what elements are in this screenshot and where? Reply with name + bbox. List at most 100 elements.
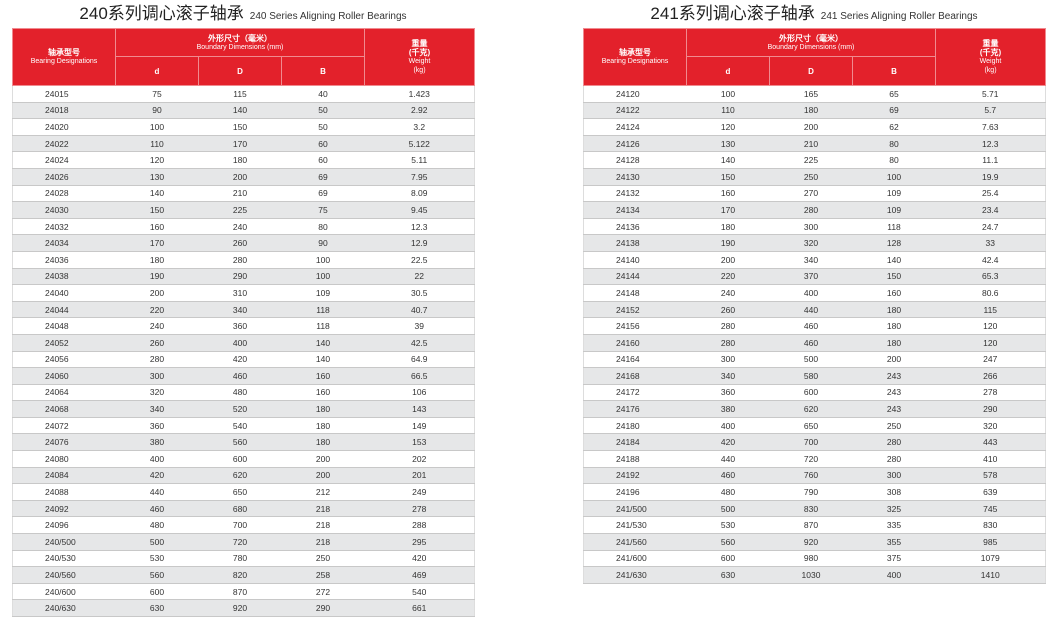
outer-diameter-cell: 225 [198, 201, 282, 219]
table-row: 24024 120 180 60 5.11 [12, 151, 475, 169]
outer-diameter-cell: 580 [769, 367, 853, 385]
weight-cell: 12.3 [935, 135, 1046, 153]
outer-diameter-cell: 560 [198, 433, 282, 452]
designation-cell: 24196 [583, 483, 687, 501]
title-english: 241 Series Aligning Roller Bearings [820, 11, 978, 22]
table-row: 24022 110 170 60 5.122 [12, 135, 475, 153]
width-header: B [852, 56, 936, 86]
inner-diameter-cell: 150 [686, 168, 770, 186]
designation-cell: 24018 [12, 102, 116, 120]
inner-diameter-cell: 260 [115, 334, 199, 352]
designation-cell: 24140 [583, 251, 687, 269]
inner-diameter-cell: 300 [686, 351, 770, 369]
weight-cell: 639 [935, 483, 1046, 501]
table-row: 24120 100 165 65 5.71 [583, 85, 1046, 103]
inner-diameter-cell: 630 [686, 566, 770, 584]
width-cell: 180 [281, 400, 365, 418]
table-row: 24136 180 300 118 24.7 [583, 218, 1046, 236]
weight-cell: 278 [364, 500, 475, 518]
inner-diameter-cell: 220 [115, 301, 199, 319]
inner-diameter-cell: 460 [115, 500, 199, 518]
width-cell: 140 [852, 251, 936, 269]
inner-diameter-cell: 280 [686, 334, 770, 352]
table-row: 24032 160 240 80 12.3 [12, 218, 475, 236]
title-chinese: 241系列调心滚子轴承 [650, 4, 815, 23]
outer-diameter-cell: 700 [769, 433, 853, 452]
bearing-table: 轴承型号 Bearing Designations 外形尺寸（毫米） Boundar… [12, 28, 475, 617]
weight-cell: 249 [364, 483, 475, 501]
weight-cell: 5.122 [364, 135, 475, 153]
outer-diameter-cell: 170 [198, 135, 282, 153]
outer-diameter-cell: 870 [769, 516, 853, 535]
inner-diameter-cell: 200 [115, 284, 199, 302]
width-cell: 69 [281, 185, 365, 203]
weight-cell: 115 [935, 301, 1046, 319]
inner-diameter-cell: 460 [686, 467, 770, 485]
width-cell: 109 [852, 185, 936, 203]
table-row: 24036 180 280 100 22.5 [12, 251, 475, 269]
weight-cell: 295 [364, 533, 475, 551]
outer-diameter-cell: 210 [769, 135, 853, 153]
width-cell: 109 [852, 201, 936, 219]
weight-cell: 1079 [935, 550, 1046, 568]
inner-diameter-cell: 190 [686, 234, 770, 252]
table-row: 24064 320 480 160 106 [12, 384, 475, 402]
outer-diameter-cell: 700 [198, 516, 282, 535]
width-cell: 109 [281, 284, 365, 302]
designation-cell: 240/600 [12, 583, 116, 601]
width-cell: 60 [281, 151, 365, 169]
table-row: 24056 280 420 140 64.9 [12, 351, 475, 369]
outer-diameter-cell: 165 [769, 85, 853, 103]
width-cell: 40 [281, 85, 365, 103]
outer-diameter-cell: 540 [198, 417, 282, 435]
weight-cell: 80.6 [935, 284, 1046, 302]
inner-diameter-cell: 340 [686, 367, 770, 385]
outer-diameter-cell: 720 [769, 450, 853, 468]
table-row: 24192 460 760 300 578 [583, 467, 1046, 485]
inner-diameter-cell: 160 [686, 185, 770, 203]
width-cell: 118 [281, 301, 365, 319]
inner-diameter-cell: 75 [115, 85, 199, 103]
designation-cell: 24130 [583, 168, 687, 186]
designation-cell: 24096 [12, 516, 116, 535]
inner-diameter-header: d [115, 56, 199, 86]
width-cell: 280 [852, 433, 936, 452]
table-row: 24034 170 260 90 12.9 [12, 234, 475, 252]
weight-cell: 745 [935, 500, 1046, 518]
designation-cell: 24176 [583, 400, 687, 418]
outer-diameter-cell: 920 [198, 599, 282, 617]
designation-cell: 24048 [12, 317, 116, 335]
designation-cell: 240/530 [12, 550, 116, 568]
designation-cell: 24126 [583, 135, 687, 153]
width-cell: 180 [852, 334, 936, 352]
table-row: 24144 220 370 150 65.3 [583, 268, 1046, 286]
width-cell: 258 [281, 566, 365, 584]
outer-diameter-cell: 400 [198, 334, 282, 352]
width-cell: 300 [852, 467, 936, 485]
outer-diameter-cell: 225 [769, 151, 853, 169]
designation-cell: 24120 [583, 85, 687, 103]
outer-diameter-cell: 520 [198, 400, 282, 418]
weight-cell: 106 [364, 384, 475, 402]
weight-cell: 149 [364, 417, 475, 435]
outer-diameter-cell: 340 [769, 251, 853, 269]
table-row: 24138 190 320 128 33 [583, 234, 1046, 252]
inner-diameter-cell: 90 [115, 102, 199, 120]
outer-diameter-cell: 780 [198, 550, 282, 568]
designation-cell: 24122 [583, 102, 687, 120]
width-cell: 400 [852, 566, 936, 584]
inner-diameter-cell: 100 [115, 118, 199, 136]
outer-diameter-cell: 200 [769, 118, 853, 136]
designation-cell: 241/630 [583, 566, 687, 584]
designation-cell: 240/500 [12, 533, 116, 551]
table-row: 24068 340 520 180 143 [12, 400, 475, 418]
outer-diameter-cell: 115 [198, 85, 282, 103]
designation-cell: 24084 [12, 467, 116, 485]
weight-cell: 247 [935, 351, 1046, 369]
outer-diameter-cell: 260 [198, 234, 282, 252]
designation-cell: 24068 [12, 400, 116, 418]
width-cell: 212 [281, 483, 365, 501]
table-row: 24148 240 400 160 80.6 [583, 284, 1046, 302]
width-cell: 218 [281, 533, 365, 551]
table-row: 241/530 530 870 335 830 [583, 516, 1046, 535]
